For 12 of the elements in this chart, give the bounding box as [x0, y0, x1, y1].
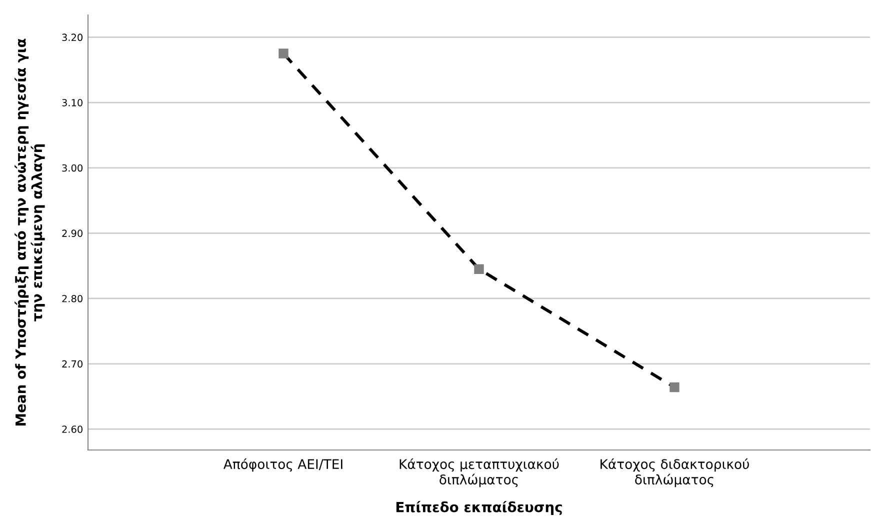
y-tick-label: 3.10 [62, 99, 82, 106]
x-axis-title: Επίπεδο εκπαίδευσης [396, 500, 562, 515]
y-tick-label: 2.70 [62, 360, 82, 368]
x-tick-label: Κάτοχος διδακτορικού διπλώματος [600, 458, 749, 488]
y-tick-label: 2.80 [62, 294, 82, 302]
y-tick-label: 3.00 [62, 164, 82, 172]
y-axis-title: Mean of Υποστήριξη από την ανώτερη ηγεσία για την επικείμενη αλλαγή [14, 38, 45, 426]
x-tick-label: Κάτοχος μεταπτυχιακού διπλώματος [400, 458, 559, 488]
y-tick-label: 2.60 [62, 426, 82, 433]
y-tick-label: 3.20 [62, 34, 82, 42]
y-tick-label: 2.90 [62, 230, 82, 237]
x-tick-label: Απόφοιτος ΑΕΙ/ΤΕΙ [223, 458, 342, 472]
